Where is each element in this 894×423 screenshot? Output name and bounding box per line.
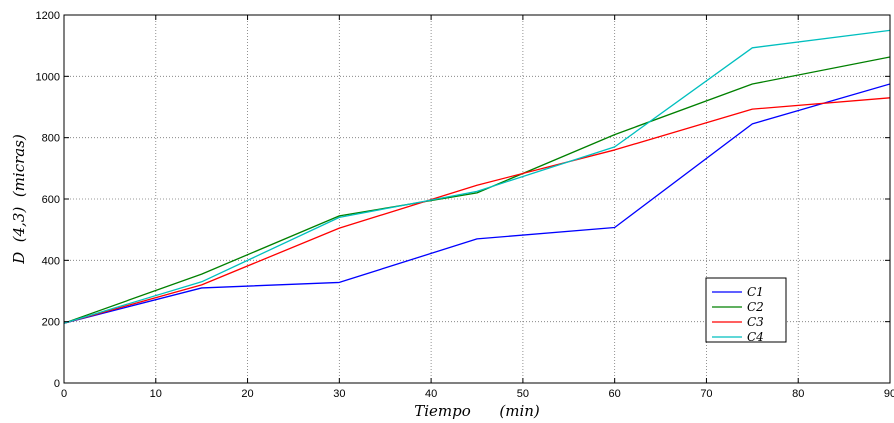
legend-label-c3: C3 bbox=[747, 315, 764, 329]
x-tick-label: 0 bbox=[61, 388, 67, 400]
y-tick-label: 1200 bbox=[36, 10, 60, 22]
y-tick-label: 1000 bbox=[36, 71, 60, 83]
x-tick-label: 10 bbox=[150, 388, 162, 400]
series-line-c4 bbox=[63, 29, 891, 324]
series-line-c1 bbox=[63, 83, 891, 324]
y-tick-label: 200 bbox=[42, 317, 60, 329]
x-tick-label: 90 bbox=[884, 388, 894, 400]
y-axis-label: D (4,3) (micras) bbox=[10, 134, 28, 265]
x-tick-label: 30 bbox=[333, 388, 345, 400]
legend-box bbox=[705, 277, 787, 343]
x-tick-label: 20 bbox=[241, 388, 253, 400]
x-tick-label: 40 bbox=[425, 388, 437, 400]
x-tick-label: 70 bbox=[700, 388, 712, 400]
x-axis-label: Tiempo (min) bbox=[414, 402, 540, 420]
y-tick-label: 400 bbox=[42, 255, 60, 267]
x-tick-label: 60 bbox=[609, 388, 621, 400]
y-tick-label: 800 bbox=[42, 133, 60, 145]
y-tick-label: 600 bbox=[42, 194, 60, 206]
series-group bbox=[63, 29, 891, 324]
x-tick-label: 50 bbox=[517, 388, 529, 400]
ticks-group: 0 10 20 30 40 50 60 70 80 90 0 200 400 600 800 1000 1200 bbox=[36, 10, 894, 400]
legend-label-c2: C2 bbox=[747, 300, 764, 314]
y-tick-label: 0 bbox=[54, 378, 60, 390]
legend-label-c1: C1 bbox=[747, 285, 764, 299]
x-tick-label: 80 bbox=[792, 388, 804, 400]
series-line-c2 bbox=[63, 56, 891, 324]
legend-label-c4: C4 bbox=[747, 330, 764, 344]
series-line-c3 bbox=[63, 97, 891, 324]
